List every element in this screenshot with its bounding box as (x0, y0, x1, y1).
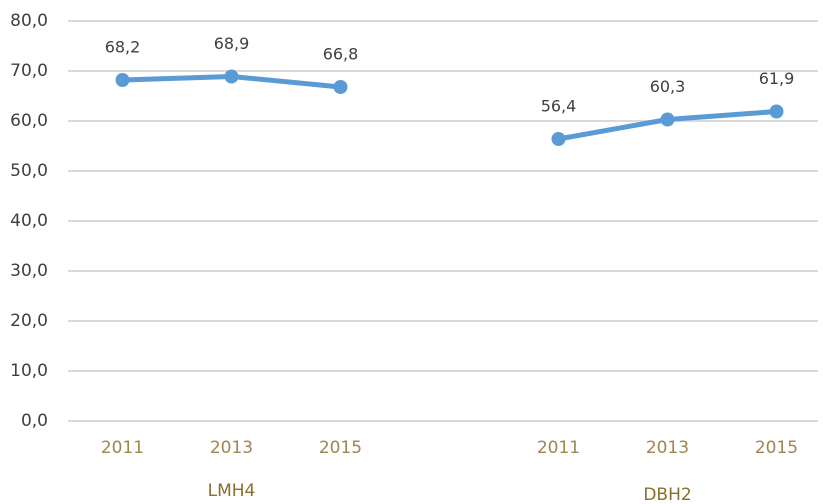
data-label: 61,9 (759, 69, 795, 88)
data-label: 60,3 (650, 77, 686, 96)
y-tick-label: 0,0 (21, 411, 48, 431)
marker (769, 104, 784, 119)
y-tick-label: 50,0 (10, 161, 48, 181)
data-label: 56,4 (541, 97, 577, 116)
marker (333, 80, 348, 94)
x-tick-label: 2013 (210, 438, 253, 458)
marker (115, 73, 130, 87)
marker (660, 112, 675, 127)
x-tick-label: 2015 (755, 438, 798, 458)
x-tick-label: 2013 (646, 438, 689, 458)
x-tick-label: 2011 (101, 438, 144, 458)
data-label: 66,8 (323, 45, 359, 64)
y-tick-label: 30,0 (10, 261, 48, 281)
y-tick-label: 60,0 (10, 111, 48, 131)
marker (551, 132, 566, 146)
y-tick-label: 80,0 (10, 11, 48, 31)
x-tick-label: 2011 (537, 438, 580, 458)
x-tick-label: 2015 (319, 438, 362, 458)
group-label: DBH2 (643, 485, 691, 504)
group-label: LMH4 (208, 481, 256, 501)
y-tick-label: 10,0 (10, 361, 48, 381)
data-label: 68,9 (214, 34, 250, 53)
data-label: 68,2 (105, 38, 141, 57)
y-tick-label: 70,0 (10, 61, 48, 81)
y-tick-label: 20,0 (10, 311, 48, 331)
y-tick-label: 40,0 (10, 211, 48, 231)
marker (224, 69, 239, 84)
